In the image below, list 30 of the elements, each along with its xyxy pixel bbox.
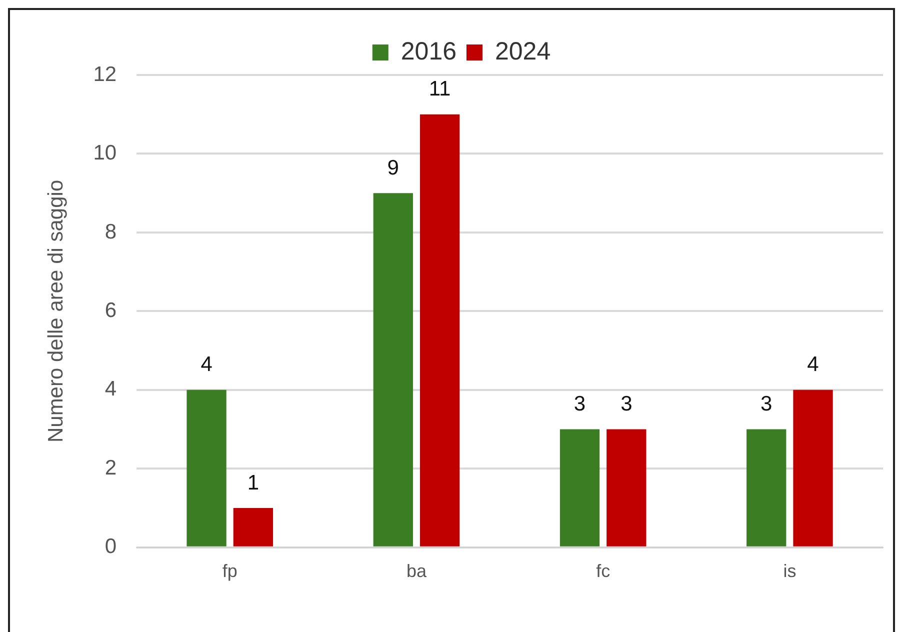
data-label: 3 — [620, 392, 632, 416]
y-tick-label: 8 — [104, 220, 117, 244]
bar — [420, 114, 460, 546]
bar — [373, 193, 413, 546]
x-tick-label: fc — [596, 561, 610, 582]
y-tick-label: 12 — [93, 62, 117, 86]
data-label: 4 — [200, 353, 213, 376]
bar — [233, 508, 274, 546]
y-tick-label: 6 — [104, 298, 117, 322]
legend-label: 2024 — [495, 37, 551, 66]
data-label: 1 — [247, 471, 260, 494]
legend-label: 2016 — [400, 37, 457, 66]
y-tick-label: 0 — [104, 535, 117, 558]
x-tick-label: ba — [406, 561, 428, 582]
y-axis-title: Numero delle aree di saggio — [44, 180, 68, 443]
y-tick-label: 4 — [104, 378, 117, 401]
bar — [746, 429, 786, 546]
y-tick-label: 2 — [104, 456, 117, 480]
bar — [606, 429, 646, 546]
data-label: 3 — [574, 392, 586, 416]
y-tick-label: 10 — [93, 142, 117, 165]
data-label: 9 — [387, 156, 399, 180]
data-label: 11 — [428, 78, 451, 101]
x-tick-label: is — [783, 561, 796, 582]
data-label: 3 — [760, 392, 772, 416]
bar — [560, 429, 600, 546]
data-label: 4 — [807, 353, 820, 376]
bar — [186, 390, 226, 546]
x-tick-label: fp — [222, 561, 238, 582]
bar — [793, 390, 833, 546]
